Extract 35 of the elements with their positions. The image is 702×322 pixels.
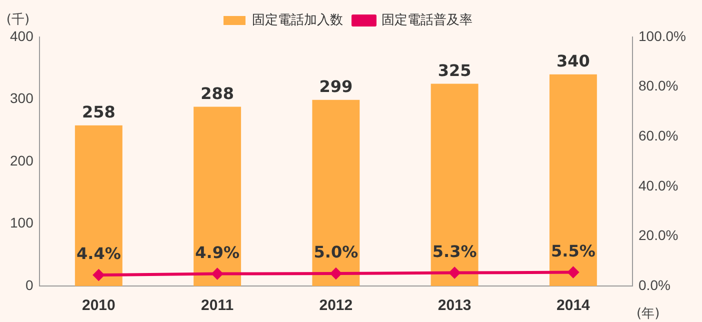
data-label: 5.0%: [314, 242, 358, 262]
data-label: 340: [556, 52, 590, 71]
y2-tick-label: 40.0%: [638, 177, 678, 194]
data-label: 5.3%: [432, 242, 477, 261]
x-tick-label: 2012: [319, 297, 353, 314]
data-label: 325: [438, 60, 472, 80]
legend-label: 固定電話加入数: [252, 12, 343, 28]
y-tick-label: 400: [10, 28, 34, 44]
x-tick-label: 2013: [438, 297, 472, 314]
bar: [312, 100, 360, 286]
y2-tick-label: 20.0%: [638, 227, 678, 244]
bar: [549, 74, 597, 286]
data-label: 299: [319, 77, 353, 96]
data-label: 5.5%: [551, 241, 596, 260]
bar: [194, 106, 242, 286]
data-label: 4.4%: [76, 244, 121, 264]
x-tick-label: 2011: [201, 297, 234, 314]
y2-tick-label: 80.0%: [638, 78, 678, 94]
y-tick-label: 300: [10, 90, 34, 106]
x-axis-title: (年): [636, 306, 660, 322]
y-tick-label: 200: [10, 152, 34, 168]
y-axis-title: (千): [6, 12, 30, 28]
x-tick-label: 2014: [556, 297, 591, 314]
legend-label: 固定電話普及率: [382, 12, 472, 28]
y2-tick-label: 60.0%: [638, 127, 678, 144]
bar: [430, 84, 478, 286]
y-tick-label: 100: [10, 214, 34, 231]
y2-tick-label: 0.0%: [638, 276, 670, 293]
y-tick-label: 0: [26, 276, 34, 293]
data-label: 4.9%: [195, 242, 240, 262]
data-label: 258: [82, 102, 116, 122]
x-tick-label: 2010: [82, 297, 116, 314]
data-label: 288: [200, 84, 234, 103]
y2-tick-label: 100.0%: [638, 28, 686, 44]
bar: [74, 125, 122, 286]
